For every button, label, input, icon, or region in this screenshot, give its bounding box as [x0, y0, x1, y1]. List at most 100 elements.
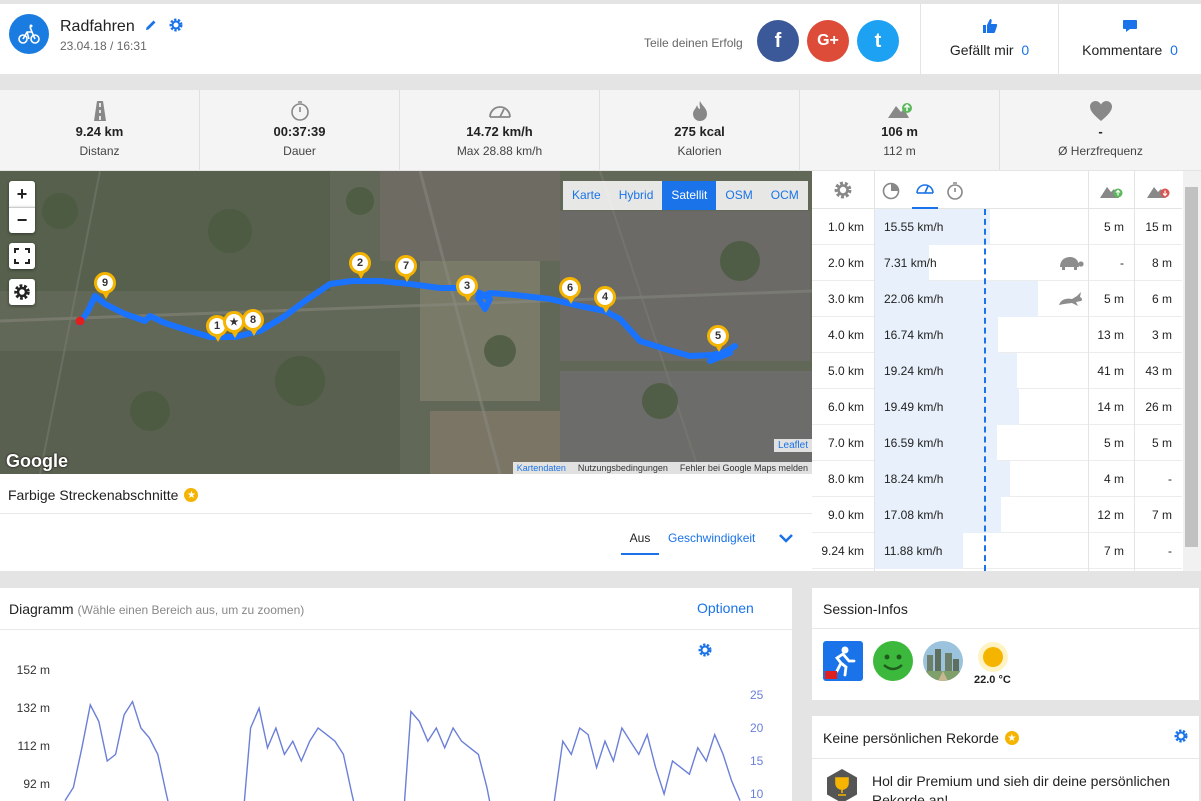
speed-bar — [875, 353, 1017, 389]
split-speed: 16.59 km/h — [884, 436, 944, 450]
comment-label: Kommentare — [1082, 42, 1163, 58]
cycling-icon — [9, 14, 49, 54]
leaflet-link[interactable]: Leaflet — [773, 439, 812, 452]
km-marker-4[interactable]: 4 — [594, 286, 616, 313]
split-row[interactable]: 3.0 km 22.06 km/h 5 m 6 m — [812, 281, 1182, 317]
zoom-out-button[interactable]: − — [9, 207, 35, 233]
split-elevation-down: 26 m — [1145, 400, 1172, 414]
layer-tab-satellit[interactable]: Satellit — [662, 181, 717, 210]
km-marker-9[interactable]: 9 — [94, 272, 116, 299]
map-data-link[interactable]: Kartendaten — [516, 463, 566, 473]
comment-count: 0 — [1170, 42, 1178, 58]
splits-table: 1.0 km 15.55 km/h 5 m 15 m 2.0 km 7.31 km/h -8… — [812, 171, 1201, 571]
split-elevation-up: 14 m — [1097, 400, 1124, 414]
speed-bar — [875, 317, 998, 353]
speed-tab-icon[interactable] — [912, 179, 938, 209]
split-row[interactable]: 5.0 km 19.24 km/h 41 m 43 m — [812, 353, 1182, 389]
km-marker-5[interactable]: 5 — [707, 325, 729, 352]
split-distance: 2.0 km — [827, 256, 864, 270]
stat-label: Max 28.88 km/h — [456, 144, 543, 158]
split-row[interactable]: 7.0 km 16.59 km/h 5 m 5 m — [812, 425, 1182, 461]
split-distance: 3.0 km — [827, 292, 864, 306]
stat-elevation: 106 m 112 m — [800, 90, 1000, 170]
layer-tab-osm[interactable]: OSM — [725, 188, 753, 202]
chevron-down-icon[interactable] — [778, 532, 794, 547]
split-speed: 15.55 km/h — [884, 220, 944, 234]
layer-tab-ocm[interactable]: OCM — [770, 188, 799, 202]
split-speed: 19.49 km/h — [884, 400, 944, 414]
route-map[interactable]: + − Karte Hybrid Satellit OSM OCM 9 1 ★ … — [0, 171, 812, 474]
km-marker-2[interactable]: 2 — [349, 252, 371, 279]
google-logo: Google — [6, 451, 68, 471]
scrollbar-thumb[interactable] — [1185, 187, 1198, 547]
stat-value: 106 m — [881, 124, 918, 139]
layer-tab-hybrid[interactable]: Hybrid — [618, 188, 654, 202]
google-plus-share-button[interactable]: G+ — [807, 20, 849, 62]
report-error-link[interactable]: Fehler bei Google Maps melden — [679, 463, 808, 473]
km-marker-7[interactable]: 7 — [395, 255, 417, 282]
edit-pencil-icon[interactable] — [144, 18, 158, 35]
premium-star-icon: ★ — [184, 488, 199, 502]
divider — [812, 628, 1199, 629]
stat-value: - — [1098, 124, 1103, 139]
split-distance: 7.0 km — [827, 436, 864, 450]
twitter-share-button[interactable]: t — [857, 20, 899, 62]
stat-duration: 00:37:39 Dauer — [200, 90, 400, 170]
satellite-imagery — [0, 171, 812, 474]
segment-option-speed[interactable]: Geschwindigkeit — [668, 531, 756, 545]
split-row[interactable]: 2.0 km 7.31 km/h - 8 m — [812, 245, 1182, 281]
runtastic-pro-app-icon — [823, 641, 863, 681]
split-row[interactable]: 9.24 km 11.88 km/h 7 m - — [812, 533, 1182, 569]
split-elevation-down: 7 m — [1151, 508, 1172, 522]
facebook-glyph: f — [774, 29, 782, 52]
stat-label: 112 m — [883, 144, 916, 158]
stat-label: Distanz — [79, 144, 120, 158]
slowest-turtle-icon — [1056, 254, 1084, 275]
split-elevation-down: 43 m — [1145, 364, 1172, 378]
map-settings-button[interactable] — [9, 279, 35, 305]
km-marker-3[interactable]: 3 — [456, 275, 478, 302]
layer-tab-karte[interactable]: Karte — [572, 188, 601, 202]
split-speed: 22.06 km/h — [884, 292, 944, 306]
speed-elevation-chart[interactable]: 152 m 132 m 112 m 92 m 25 20 15 10 — [0, 630, 792, 801]
split-elevation-down: 8 m — [1151, 256, 1172, 270]
comment-button[interactable]: Kommentare 0 — [1058, 4, 1201, 74]
split-row[interactable]: 9.0 km 17.08 km/h 12 m 7 m — [812, 497, 1182, 533]
gear-icon — [14, 284, 30, 300]
split-row[interactable]: 1.0 km 15.55 km/h 5 m 15 m — [812, 209, 1182, 245]
average-speed-line — [984, 209, 986, 571]
split-speed: 11.88 km/h — [884, 544, 943, 558]
gear-icon[interactable] — [833, 180, 853, 203]
stat-distance: 9.24 km Distanz — [0, 90, 200, 170]
split-row[interactable]: 6.0 km 19.49 km/h 14 m 26 m — [812, 389, 1182, 425]
split-distance: 9.24 km — [821, 544, 864, 558]
stopwatch-icon — [200, 100, 399, 122]
split-row[interactable]: 8.0 km 18.24 km/h 4 m - — [812, 461, 1182, 497]
split-elevation-up: 13 m — [1097, 328, 1124, 342]
terms-link[interactable]: Nutzungsbedingungen — [577, 463, 668, 473]
diagram-title: Diagramm — [9, 601, 74, 617]
diagram-options-button[interactable]: Optionen — [697, 600, 754, 657]
speed-bar — [875, 209, 990, 245]
km-marker-6[interactable]: 6 — [559, 277, 581, 304]
zoom-in-button[interactable]: + — [9, 181, 35, 207]
speed-series-line — [64, 699, 741, 801]
map-attribution: Kartendaten Nutzungsbedingungen Fehler b… — [512, 462, 812, 474]
gear-icon[interactable] — [168, 17, 184, 36]
split-elevation-up: 7 m — [1103, 544, 1124, 558]
y-left-tick-label: 132 m — [17, 701, 50, 715]
split-elevation-up: 12 m — [1097, 508, 1124, 522]
splits-header — [812, 171, 1182, 209]
like-button[interactable]: Gefällt mir 0 — [920, 4, 1058, 74]
gear-icon[interactable] — [1173, 728, 1189, 747]
segment-option-off[interactable]: Aus — [621, 529, 659, 555]
pace-pie-icon[interactable] — [882, 182, 900, 203]
sunny-weather-icon — [978, 642, 1008, 672]
km-marker-8[interactable]: 8 — [242, 309, 264, 336]
stopwatch-icon[interactable] — [946, 181, 964, 204]
speed-bar — [875, 533, 963, 569]
facebook-share-button[interactable]: f — [757, 20, 799, 62]
fullscreen-button[interactable] — [9, 243, 35, 269]
options-label: Optionen — [697, 600, 754, 616]
split-row[interactable]: 4.0 km 16.74 km/h 13 m 3 m — [812, 317, 1182, 353]
